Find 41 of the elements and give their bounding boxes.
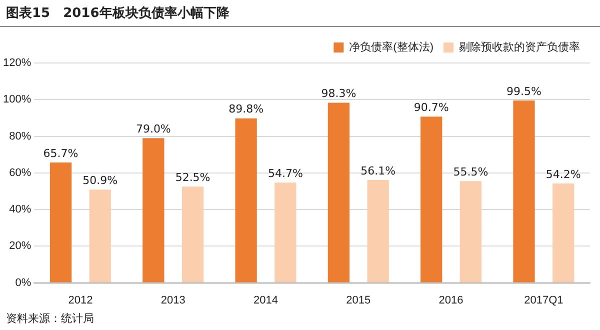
bar xyxy=(274,182,296,282)
x-tick-label: 2012 xyxy=(68,294,93,306)
legend-label: 净负债率(整体法) xyxy=(349,40,434,54)
x-tick-label: 2016 xyxy=(438,294,464,306)
y-tick-label: 100% xyxy=(2,94,32,106)
y-tick-label: 120% xyxy=(2,57,32,70)
bar xyxy=(50,162,72,282)
x-tick-label: 2017Q1 xyxy=(524,294,564,306)
chart-title: 图表15 2016年板块负债率小幅下降 xyxy=(6,4,230,22)
data-label: 52.5% xyxy=(175,170,210,184)
data-label: 65.7% xyxy=(43,146,78,160)
x-tick-label: 2015 xyxy=(346,294,371,306)
data-label: 98.3% xyxy=(321,87,356,100)
data-label: 90.7% xyxy=(414,101,449,114)
data-label: 56.1% xyxy=(360,164,396,178)
text: 资料来源：统计局 xyxy=(6,311,94,326)
data-label: 99.5% xyxy=(506,84,542,98)
bar xyxy=(142,138,164,282)
data-label: 79.0% xyxy=(136,122,171,136)
x-tick-label: 2014 xyxy=(254,294,278,306)
y-tick-label: 80% xyxy=(9,130,32,142)
y-tick-label: 40% xyxy=(9,204,32,216)
y-tick-label: 20% xyxy=(9,240,32,252)
bar xyxy=(460,181,482,282)
bar xyxy=(89,190,111,282)
bar xyxy=(367,180,389,282)
data-label: 54.2% xyxy=(546,168,581,181)
y-tick-label: 0% xyxy=(15,276,32,289)
data-label: 54.7% xyxy=(268,166,303,180)
data-label: 89.8% xyxy=(228,102,264,116)
x-tick-label: 2013 xyxy=(160,294,186,306)
data-label: 55.5% xyxy=(453,166,488,178)
bar xyxy=(420,116,442,282)
legend-label: 剔除预收款的资产负债率 xyxy=(459,40,580,54)
bar xyxy=(235,118,257,282)
y-tick-label: 60% xyxy=(9,166,32,179)
bar xyxy=(182,186,204,282)
bar xyxy=(552,184,574,282)
bar xyxy=(328,102,350,282)
bar xyxy=(513,100,535,282)
data-label: 50.9% xyxy=(82,174,118,187)
